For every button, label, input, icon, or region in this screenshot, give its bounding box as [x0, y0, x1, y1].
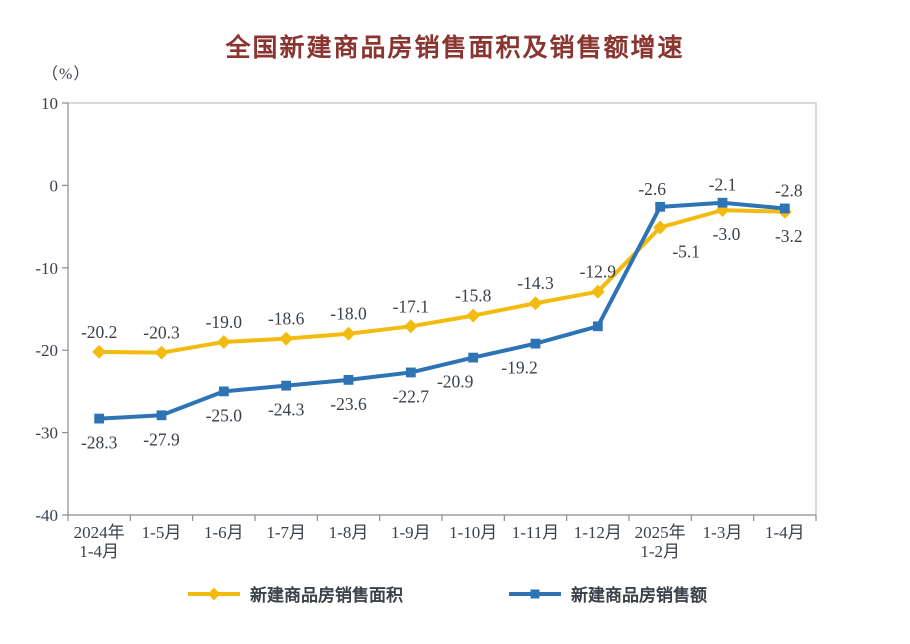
legend-line-area [188, 587, 240, 600]
data-label: -20.9 [437, 372, 474, 392]
y-tick-label: 0 [50, 176, 59, 195]
x-tick-label: 1-12月 [574, 523, 622, 542]
data-point-square [592, 321, 603, 332]
data-label: -14.3 [517, 273, 554, 293]
data-label: -2.8 [775, 180, 803, 200]
data-point-square [530, 338, 541, 349]
y-tick-label: -40 [35, 506, 58, 525]
x-tick-label: 1-9月 [391, 523, 431, 542]
x-tick-label: 1-11月 [512, 523, 560, 542]
data-label: -3.2 [775, 226, 803, 246]
data-label: -15.8 [455, 286, 492, 306]
data-label: -2.1 [709, 175, 737, 195]
legend-item-sales-area: 新建商品房销售面积 [188, 581, 403, 606]
data-point-diamond [216, 335, 231, 349]
data-point-diamond [528, 296, 543, 311]
x-tick-label: 1-10月 [449, 523, 497, 542]
data-label: -12.9 [580, 262, 617, 282]
x-tick-label: 2025年 1-2月 [635, 523, 686, 561]
data-point-diamond [341, 326, 356, 341]
x-tick-label: 1-8月 [329, 523, 369, 542]
data-label: -20.3 [143, 323, 180, 343]
data-point-square [94, 413, 105, 424]
x-tick-label: 1-3月 [703, 523, 743, 542]
data-label: -2.6 [638, 179, 666, 199]
x-tick-label: 1-4月 [765, 523, 805, 542]
data-point-square [156, 410, 167, 421]
data-point-square [779, 203, 790, 214]
data-label: -22.7 [393, 386, 430, 406]
y-axis-unit-label: （%） [42, 66, 91, 83]
y-tick-label: -20 [35, 341, 58, 360]
data-label: -23.6 [330, 394, 367, 414]
y-tick-label: -10 [35, 259, 58, 278]
data-label: -20.2 [81, 322, 117, 342]
legend-line-amount [509, 589, 561, 598]
data-label: -17.1 [393, 296, 429, 316]
legend-label-sales-area: 新建商品房销售面积 [250, 586, 403, 605]
data-label: -3.0 [713, 224, 741, 244]
axis-lines [67, 103, 816, 516]
plot-border [67, 102, 817, 516]
x-tick-label: 1-7月 [266, 523, 306, 542]
y-tick-label: 10 [41, 94, 58, 113]
data-point-square [655, 201, 666, 212]
x-tick-label: 2024年 1-4月 [74, 523, 125, 561]
chart-legend: 新建商品房销售面积 新建商品房销售额 [0, 581, 910, 606]
data-label: -27.9 [143, 429, 180, 449]
legend-label-sales-amount: 新建商品房销售额 [571, 586, 707, 605]
data-point-square [717, 197, 728, 208]
data-point-square [343, 374, 354, 385]
data-label: -24.3 [268, 400, 305, 420]
data-point-square [405, 367, 416, 378]
data-point-diamond [154, 345, 169, 360]
data-point-square [468, 352, 479, 363]
data-label: -28.3 [81, 433, 118, 453]
y-tick-label: -30 [35, 424, 58, 443]
data-point-square [218, 386, 229, 397]
data-point-diamond [279, 331, 294, 346]
data-label: -5.1 [672, 241, 700, 261]
x-tick-label: 1-6月 [204, 523, 244, 542]
series-line-sales-amount [99, 200, 786, 421]
square-marker-icon [530, 589, 540, 598]
data-point-diamond [92, 344, 107, 359]
data-label: -19.2 [501, 358, 537, 378]
data-label: -19.0 [206, 312, 243, 332]
chart-title: 全国新建商品房销售面积及销售额增速 [225, 34, 685, 62]
data-point-square [281, 380, 292, 391]
data-point-diamond [403, 319, 418, 334]
legend-item-sales-amount: 新建商品房销售额 [509, 581, 707, 606]
x-tick-label: 1-5月 [142, 523, 182, 542]
data-label: -25.0 [206, 405, 243, 425]
diamond-marker-icon [207, 587, 221, 600]
data-label: -18.0 [330, 304, 367, 324]
data-point-diamond [466, 308, 481, 323]
series-line-sales-area [99, 208, 785, 355]
data-label: -18.6 [268, 309, 305, 329]
